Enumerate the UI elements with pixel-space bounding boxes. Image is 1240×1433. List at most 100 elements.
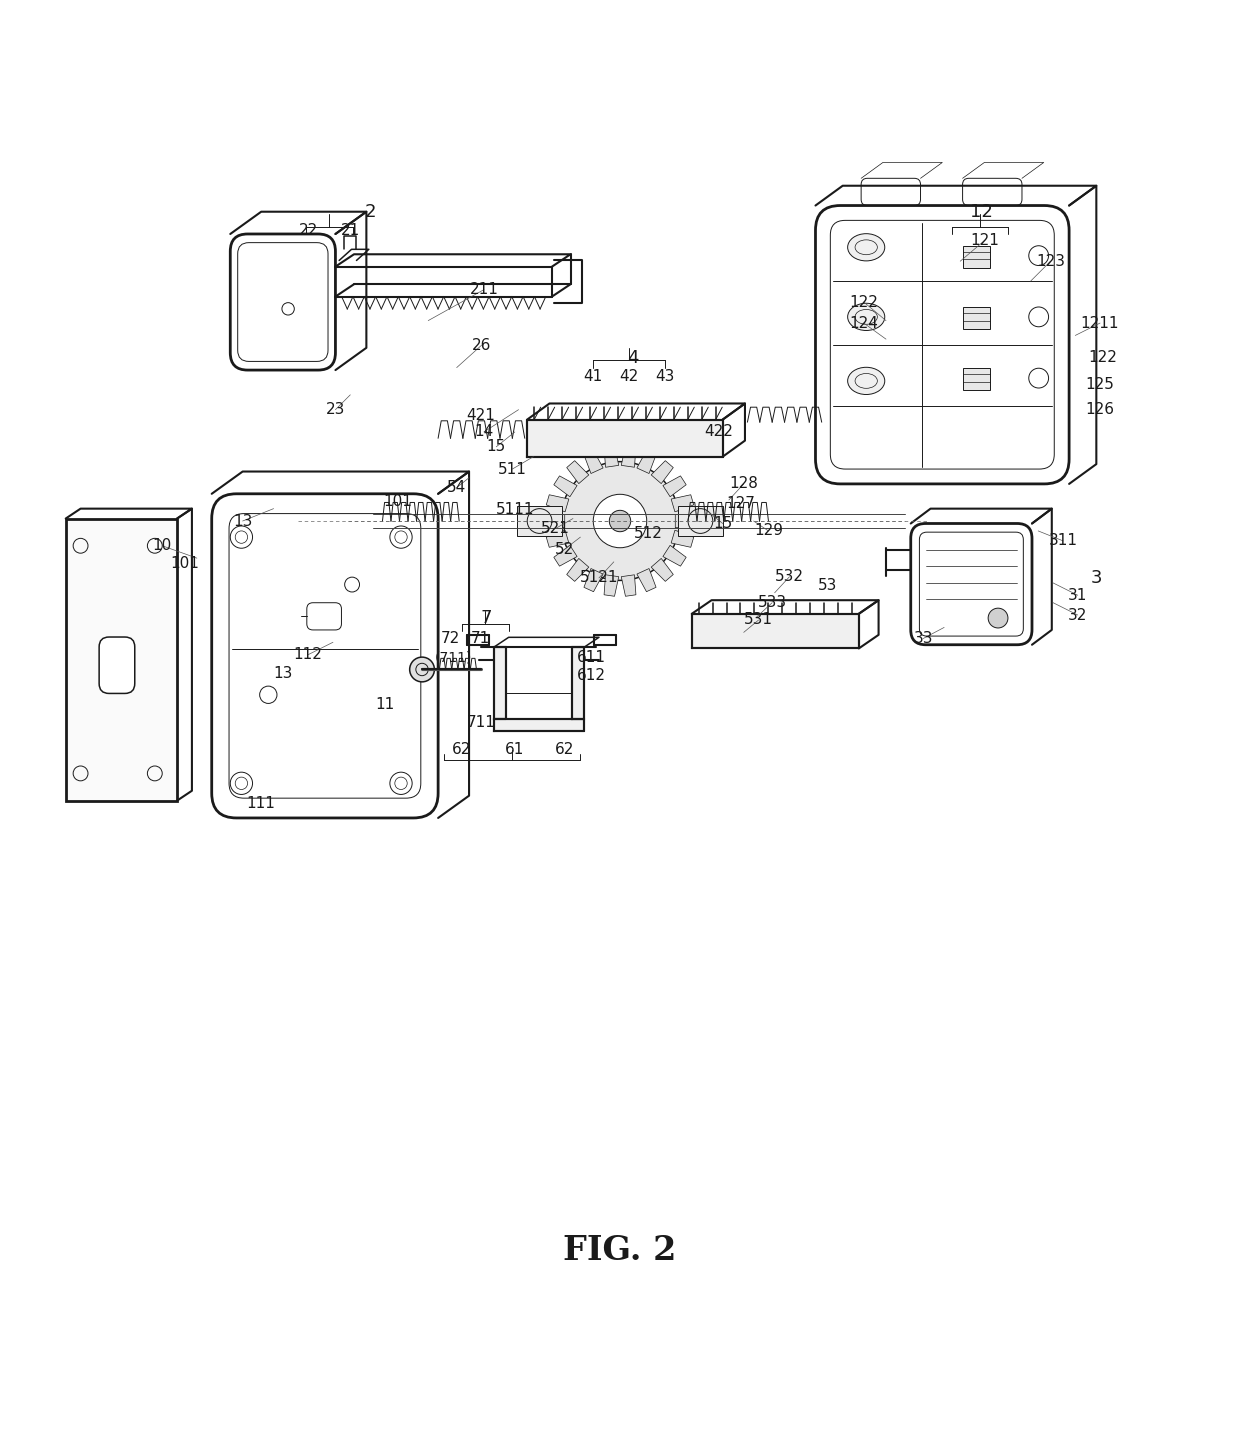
Text: 62: 62: [554, 742, 574, 758]
Text: (711): (711): [434, 651, 471, 663]
Bar: [678, 506, 723, 536]
Text: 521: 521: [541, 522, 570, 536]
Bar: [962, 368, 990, 390]
Polygon shape: [663, 546, 686, 566]
Text: 15: 15: [486, 440, 506, 454]
Text: 5121: 5121: [580, 570, 619, 586]
Polygon shape: [671, 494, 693, 512]
Text: 26: 26: [471, 338, 491, 353]
Text: 127: 127: [727, 496, 755, 512]
Polygon shape: [604, 446, 619, 467]
FancyBboxPatch shape: [99, 638, 135, 694]
Polygon shape: [554, 476, 577, 497]
Text: 13: 13: [274, 666, 293, 681]
Text: 532: 532: [775, 569, 804, 585]
Text: 14: 14: [474, 424, 494, 440]
Polygon shape: [567, 559, 589, 582]
Text: 5111: 5111: [496, 503, 534, 517]
Text: 43: 43: [655, 368, 675, 384]
Ellipse shape: [848, 304, 885, 331]
Text: 129: 129: [754, 523, 782, 539]
Text: 611: 611: [577, 649, 606, 665]
Text: 53: 53: [818, 577, 837, 593]
Text: 12: 12: [970, 202, 993, 221]
Circle shape: [409, 658, 434, 682]
Text: 71: 71: [470, 631, 490, 646]
Bar: [962, 307, 990, 330]
Text: 33: 33: [914, 631, 932, 646]
Text: 32: 32: [1068, 608, 1087, 622]
Text: 31: 31: [1068, 588, 1087, 603]
Text: 421: 421: [466, 408, 495, 423]
Bar: [962, 245, 990, 268]
Polygon shape: [572, 648, 584, 719]
Polygon shape: [621, 575, 636, 596]
Circle shape: [593, 494, 647, 547]
Text: 512: 512: [634, 526, 663, 540]
Text: 62: 62: [451, 742, 471, 758]
Polygon shape: [671, 530, 693, 547]
Text: 72: 72: [441, 631, 460, 646]
Polygon shape: [604, 575, 619, 596]
Text: 13: 13: [233, 513, 252, 529]
Text: 111: 111: [247, 795, 275, 811]
Polygon shape: [651, 559, 673, 582]
Polygon shape: [584, 569, 603, 592]
Text: 7: 7: [481, 609, 492, 626]
Polygon shape: [567, 460, 589, 483]
Text: 101: 101: [170, 556, 198, 570]
Text: 531: 531: [744, 612, 773, 628]
Text: 511: 511: [498, 461, 527, 477]
Text: 122: 122: [849, 295, 878, 310]
Text: 123: 123: [1037, 254, 1065, 269]
Polygon shape: [544, 514, 564, 527]
Text: 10: 10: [153, 539, 172, 553]
Text: 311: 311: [1049, 533, 1078, 549]
Bar: [517, 506, 562, 536]
Polygon shape: [494, 648, 506, 719]
Polygon shape: [494, 719, 584, 731]
Text: 112: 112: [294, 648, 322, 662]
Polygon shape: [584, 450, 603, 473]
Text: 21: 21: [341, 222, 360, 238]
Text: 124: 124: [849, 315, 878, 331]
Ellipse shape: [848, 367, 885, 394]
Text: 612: 612: [577, 668, 606, 684]
Text: 711: 711: [467, 715, 496, 731]
Polygon shape: [547, 530, 569, 547]
Text: 23: 23: [326, 403, 345, 417]
Circle shape: [560, 461, 680, 580]
Circle shape: [988, 608, 1008, 628]
Text: 2: 2: [365, 202, 376, 221]
Text: 52: 52: [554, 542, 574, 557]
Text: 15: 15: [713, 516, 733, 532]
Polygon shape: [547, 494, 569, 512]
Polygon shape: [676, 514, 696, 527]
Polygon shape: [651, 460, 673, 483]
Polygon shape: [554, 546, 577, 566]
Text: 125: 125: [1085, 377, 1115, 393]
Polygon shape: [663, 476, 686, 497]
Polygon shape: [527, 420, 723, 457]
Text: 211: 211: [470, 282, 498, 297]
Polygon shape: [637, 569, 656, 592]
Text: 533: 533: [758, 595, 786, 610]
Text: 101: 101: [383, 494, 412, 509]
Polygon shape: [621, 446, 636, 467]
Text: 61: 61: [505, 742, 525, 758]
Text: 122: 122: [1087, 350, 1117, 365]
Polygon shape: [692, 613, 859, 649]
Polygon shape: [637, 450, 656, 473]
Text: 4: 4: [626, 348, 639, 367]
Text: 422: 422: [704, 424, 733, 440]
Text: 3: 3: [1091, 569, 1102, 588]
Text: 22: 22: [299, 222, 317, 238]
Text: 126: 126: [1085, 403, 1115, 417]
Bar: [66, 519, 177, 801]
Circle shape: [609, 510, 631, 532]
Text: FIG. 2: FIG. 2: [563, 1234, 677, 1267]
Text: 11: 11: [376, 696, 394, 712]
Text: 128: 128: [729, 476, 758, 492]
Ellipse shape: [848, 234, 885, 261]
Text: 121: 121: [971, 232, 999, 248]
